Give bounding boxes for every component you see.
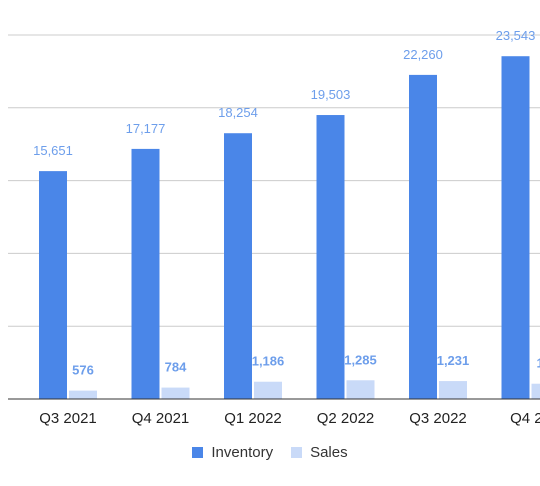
data-label: 22,260: [403, 47, 443, 62]
bar-sales: [439, 381, 467, 399]
x-tick-label: Q3 2022: [409, 410, 467, 427]
data-label: 1,186: [252, 354, 285, 369]
x-tick-label: Q4 2021: [132, 410, 190, 427]
legend-label-inventory: Inventory: [211, 443, 274, 461]
bar-sales: [531, 383, 540, 399]
bar-inventory: [501, 56, 530, 399]
data-label: 17,177: [126, 121, 166, 136]
data-label: 1,0: [536, 356, 540, 371]
legend: Inventory Sales: [0, 442, 540, 462]
x-tick-label: Q4 20: [510, 410, 540, 427]
bar-inventory: [409, 74, 437, 399]
data-label: 23,543: [496, 28, 536, 43]
bar-sales: [254, 381, 282, 399]
bar-chart: 15,651 17,177 18,254 19,503 22,260 23,543 576 7…: [8, 28, 540, 427]
data-label: 19,503: [311, 87, 351, 102]
bar-sales: [346, 380, 375, 399]
bar-inventory: [39, 171, 67, 399]
data-label: 18,254: [218, 105, 258, 120]
x-tick-label: Q3 2021: [39, 410, 97, 427]
legend-label-sales: Sales: [310, 443, 348, 461]
bar-inventory: [316, 115, 345, 400]
bar-inventory: [131, 148, 160, 399]
legend-item-sales[interactable]: Sales: [291, 444, 348, 461]
data-label: 1,231: [437, 353, 470, 368]
legend-item-inventory[interactable]: Inventory: [192, 444, 273, 461]
x-tick-label: Q2 2022: [317, 410, 375, 427]
legend-swatch-sales: [291, 446, 303, 458]
bar-sales: [69, 390, 97, 399]
bar-sales: [161, 387, 190, 399]
legend-swatch-inventory: [192, 446, 204, 458]
data-label: 1,285: [344, 352, 377, 367]
x-tick-label: Q1 2022: [224, 410, 282, 427]
data-label: 784: [165, 360, 187, 375]
bar-inventory: [224, 133, 252, 400]
data-label: 15,651: [33, 143, 73, 158]
data-label: 576: [72, 363, 94, 378]
